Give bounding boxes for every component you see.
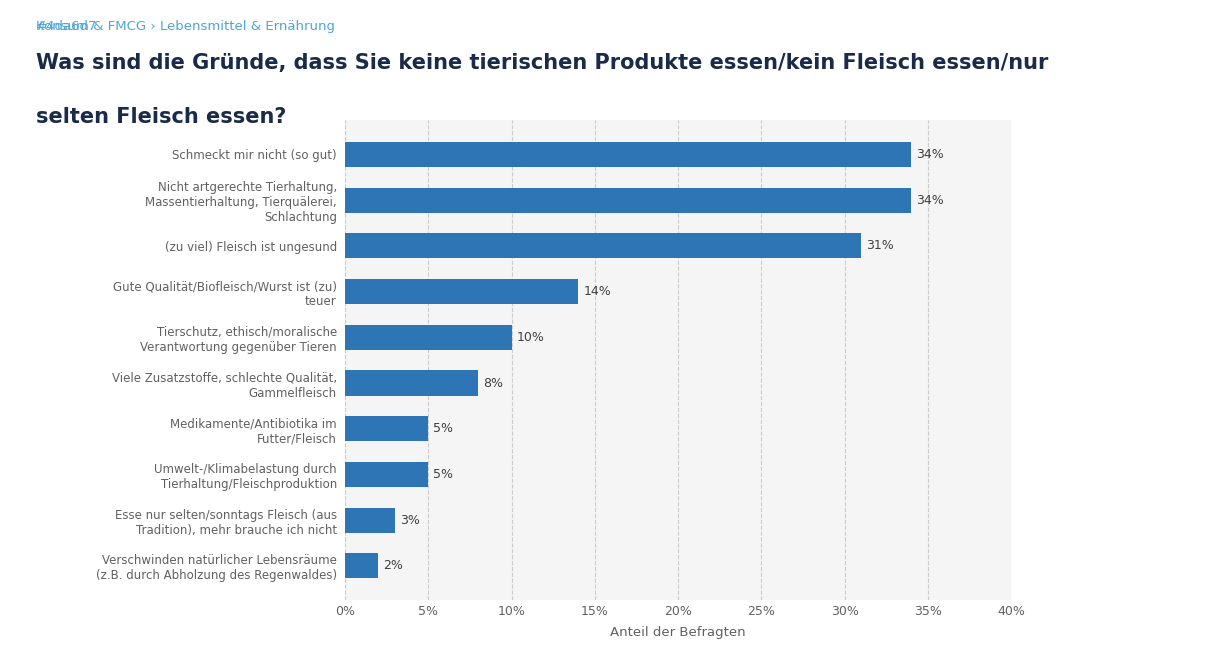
Bar: [345, 279, 579, 304]
Bar: [345, 508, 395, 533]
Text: 14%: 14%: [584, 285, 612, 298]
X-axis label: Anteil der Befragten: Anteil der Befragten: [610, 626, 746, 640]
Text: 34%: 34%: [917, 193, 945, 207]
Text: 3%: 3%: [400, 514, 420, 527]
Text: 10%: 10%: [517, 331, 545, 344]
Bar: [345, 233, 861, 259]
Bar: [345, 325, 511, 350]
Bar: [345, 187, 911, 213]
Text: Was sind die Gründe, dass Sie keine tierischen Produkte essen/kein Fleisch essen: Was sind die Gründe, dass Sie keine tier…: [36, 53, 1049, 73]
Bar: [345, 554, 378, 578]
Bar: [345, 142, 911, 167]
Text: 5%: 5%: [434, 422, 453, 436]
Bar: [345, 416, 429, 442]
Bar: [345, 370, 478, 396]
Text: 8%: 8%: [483, 377, 504, 390]
Text: 5%: 5%: [434, 468, 453, 481]
Bar: [345, 462, 429, 487]
Text: 34%: 34%: [917, 148, 945, 161]
Text: Konsum & FMCG › Lebensmittel & Ernährung: Konsum & FMCG › Lebensmittel & Ernährung: [36, 20, 335, 33]
Text: #4da6d7: #4da6d7: [36, 20, 98, 33]
Text: 2%: 2%: [384, 560, 403, 572]
Text: selten Fleisch essen?: selten Fleisch essen?: [36, 107, 287, 127]
Text: 31%: 31%: [866, 239, 894, 252]
